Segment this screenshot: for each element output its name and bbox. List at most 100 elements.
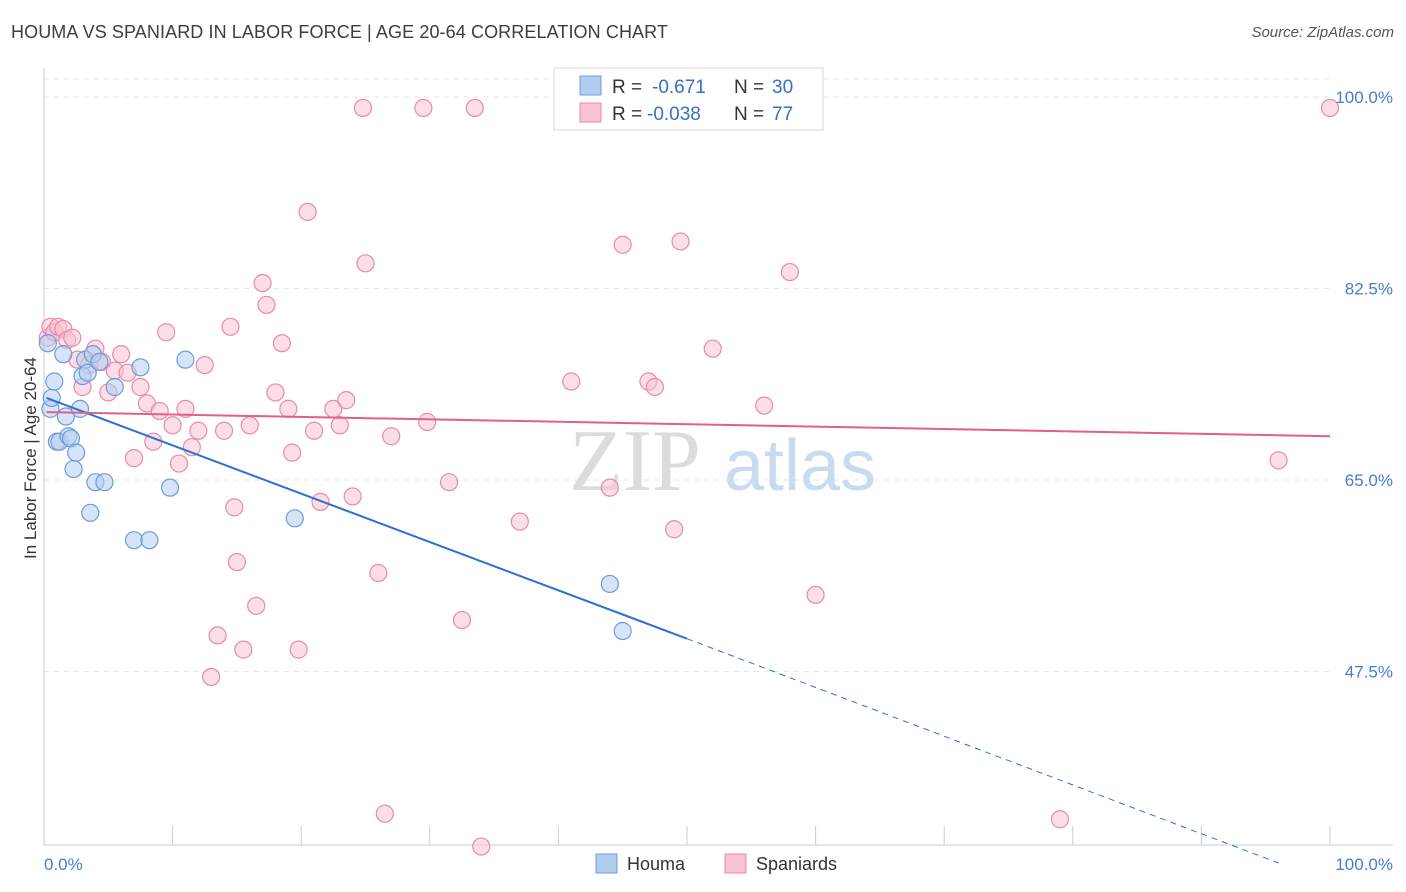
- spaniards-point: [189, 421, 208, 440]
- spaniards-point: [221, 317, 240, 336]
- houma-point: [67, 443, 86, 462]
- y-tick-label: 65.0%: [1345, 471, 1393, 490]
- houma-point: [131, 358, 150, 377]
- spaniards-point: [330, 416, 349, 435]
- houma-point: [45, 372, 64, 391]
- spaniards-point: [369, 563, 388, 583]
- spaniards-point: [176, 399, 195, 418]
- spaniards-point: [225, 498, 244, 517]
- houma-point: [176, 350, 195, 369]
- spaniards-point: [195, 356, 214, 375]
- spaniards-point: [375, 804, 394, 823]
- spaniards-point: [562, 372, 581, 391]
- spaniards-point: [208, 626, 227, 645]
- spaniards-point: [131, 377, 150, 397]
- spaniards-point: [356, 254, 375, 273]
- houma-point: [600, 574, 619, 594]
- spaniards-point: [465, 98, 484, 118]
- spaniards-point: [202, 667, 221, 687]
- spaniards-point: [703, 339, 722, 358]
- spaniards-point: [253, 273, 272, 293]
- houma-point: [38, 334, 57, 353]
- houma-point: [90, 352, 109, 371]
- spaniards-point: [472, 837, 491, 856]
- spaniards-point: [613, 235, 632, 254]
- bottom-legend-houma-label: Houma: [627, 854, 686, 874]
- spaniards-point: [283, 443, 302, 462]
- houma-points: [38, 334, 632, 641]
- spaniards-point: [214, 421, 234, 440]
- spaniards-point: [665, 520, 684, 539]
- watermark-atlas: atlas: [724, 426, 876, 506]
- houma-point: [42, 388, 61, 408]
- spaniards-point: [1050, 810, 1070, 829]
- spaniards-point: [63, 328, 82, 347]
- legend-box: R = -0.671 N = 30 R = -0.038 N = 77: [553, 67, 824, 131]
- spaniards-point: [289, 640, 308, 659]
- axes: [43, 68, 1393, 846]
- y-tick-label: 100.0%: [1335, 88, 1393, 107]
- legend-spaniards-r-label: R =: [612, 104, 642, 125]
- spaniards-point: [124, 449, 144, 468]
- legend-spaniards-r-value: -0.038: [647, 104, 701, 125]
- x-tick-label-max: 100.0%: [1335, 855, 1393, 874]
- spaniards-point: [247, 596, 266, 615]
- houma-point: [95, 473, 114, 492]
- legend-houma-n-label: N =: [734, 77, 764, 98]
- chart-source: Source: ZipAtlas.com: [1251, 24, 1394, 41]
- trend-lines: [46, 396, 1331, 864]
- x-tick-label-min: 0.0%: [44, 855, 83, 874]
- spaniards-point: [169, 454, 189, 473]
- houma-point: [105, 377, 124, 397]
- legend-spaniards-n-label: N =: [734, 104, 764, 125]
- spaniards-point: [337, 391, 356, 410]
- spaniards-point: [806, 585, 825, 605]
- legend-houma-swatch: [579, 75, 602, 96]
- bottom-legend: Houma Spaniards: [595, 853, 837, 874]
- spaniards-point: [780, 262, 799, 282]
- spaniards-point: [671, 232, 690, 251]
- spaniards-point: [418, 412, 437, 432]
- houma-trend-line: [46, 396, 688, 640]
- spaniards-point: [353, 98, 373, 118]
- houma-point: [140, 531, 159, 550]
- spaniards-point: [510, 512, 529, 531]
- spaniards-point: [257, 295, 276, 315]
- y-axis-label: In Labor Force | Age 20-64: [21, 357, 40, 559]
- watermark: ZIP atlas: [569, 413, 876, 510]
- legend-houma-r-value: -0.671: [652, 77, 706, 98]
- spaniards-point: [382, 427, 401, 446]
- bottom-legend-spaniards-label: Spaniards: [756, 854, 837, 874]
- spaniards-point: [755, 396, 774, 415]
- spaniards-trend-line: [46, 411, 1331, 438]
- tick-labels: 47.5% 65.0% 82.5% 100.0% 0.0% 100.0%: [44, 88, 1393, 874]
- spaniards-point: [240, 416, 259, 435]
- spaniards-point: [343, 487, 362, 506]
- houma-trend-extension: [686, 638, 1279, 864]
- spaniards-point: [1320, 98, 1340, 118]
- spaniards-point: [439, 473, 459, 492]
- houma-point: [64, 459, 83, 479]
- bottom-legend-houma-swatch: [595, 853, 618, 874]
- houma-point: [124, 531, 144, 550]
- spaniards-point: [452, 610, 472, 630]
- houma-point: [613, 621, 632, 641]
- spaniards-point: [645, 377, 664, 397]
- spaniards-point: [150, 401, 169, 421]
- spaniards-point: [304, 421, 324, 440]
- bottom-legend-spaniards-swatch: [724, 853, 747, 874]
- spaniards-point: [266, 383, 285, 402]
- legend-spaniards-n-value: 77: [772, 104, 793, 125]
- spaniards-point: [227, 552, 246, 572]
- houma-point: [54, 345, 73, 364]
- houma-point: [285, 509, 304, 528]
- y-tick-label: 47.5%: [1345, 663, 1393, 682]
- chart-title: HOUMA VS SPANIARD IN LABOR FORCE | AGE 2…: [11, 22, 669, 42]
- spaniards-point: [414, 98, 433, 118]
- spaniards-point: [298, 202, 317, 221]
- spaniards-point: [234, 640, 253, 659]
- houma-point: [81, 503, 100, 522]
- legend-houma-n-value: 30: [772, 77, 793, 98]
- spaniards-point: [1269, 451, 1288, 470]
